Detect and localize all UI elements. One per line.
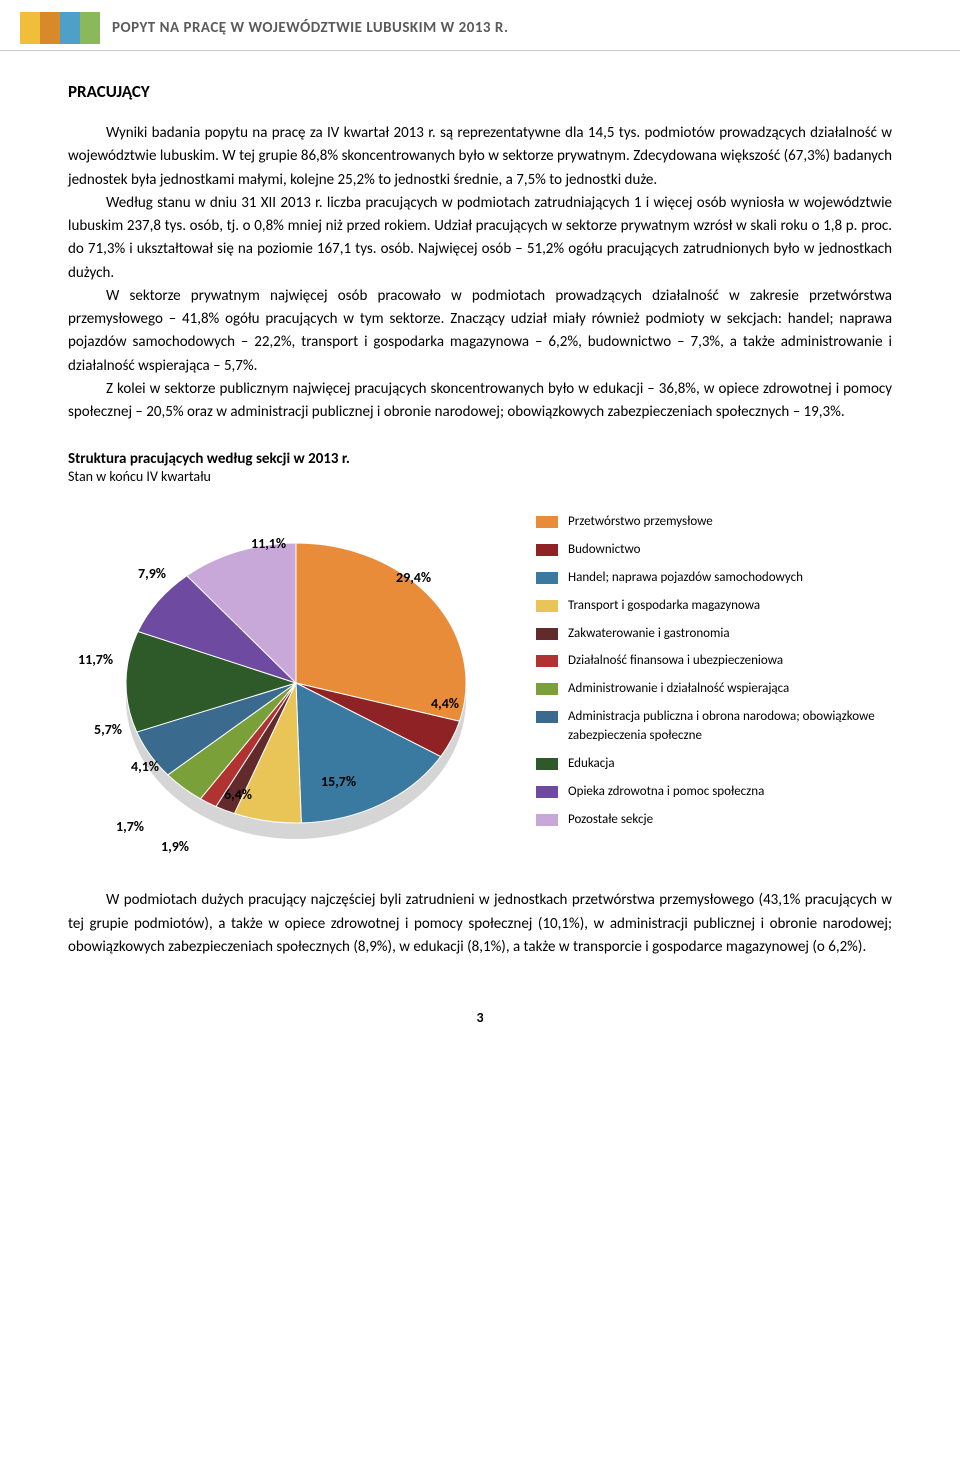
pie-slice-label: 11,7%: [78, 651, 113, 668]
paragraph: W podmiotach dużych pracujący najczęście…: [68, 889, 892, 959]
legend-swatch: [536, 758, 558, 770]
legend-swatch: [536, 683, 558, 695]
legend-swatch: [536, 711, 558, 723]
chart-legend: Przetwórstwo przemysłowe Budownictwo Hande…: [536, 503, 892, 838]
logo-stripe: [40, 12, 60, 44]
legend-swatch: [536, 814, 558, 826]
pie-slice-label: 4,1%: [131, 758, 159, 775]
legend-label: Transport i gospodarka magazynowa: [568, 597, 760, 616]
legend-swatch: [536, 786, 558, 798]
pie-chart: 29,4% 4,4% 15,7% 6,4% 1,9% 1,7% 4,1% 5,7% 11,7% 7…: [76, 503, 516, 863]
legend-item: Administrowanie i działalność wspierając…: [536, 680, 892, 699]
legend-item: Edukacja: [536, 755, 892, 774]
section-heading: PRACUJĄCY: [68, 81, 892, 102]
legend-item: Opieka zdrowotna i pomoc społeczna: [536, 783, 892, 802]
header-title: POPYT NA PRACĘ W WOJEWÓDZTWIE LUBUSKIM W…: [112, 19, 508, 37]
legend-swatch: [536, 544, 558, 556]
pie-slice-label: 4,4%: [431, 695, 459, 712]
legend-swatch: [536, 572, 558, 584]
legend-label: Budownictwo: [568, 541, 641, 560]
legend-item: Przetwórstwo przemysłowe: [536, 513, 892, 532]
paragraph: W sektorze prywatnym najwięcej osób prac…: [68, 285, 892, 378]
pie-slice-label: 15,7%: [321, 773, 356, 790]
header-logo: [20, 12, 100, 44]
pie-chart-block: 29,4% 4,4% 15,7% 6,4% 1,9% 1,7% 4,1% 5,7% 11,7% 7…: [68, 503, 892, 863]
legend-label: Administrowanie i działalność wspierając…: [568, 680, 789, 699]
legend-item: Pozostałe sekcje: [536, 811, 892, 830]
paragraph: Według stanu w dniu 31 XII 2013 r. liczb…: [68, 192, 892, 285]
legend-label: Działalność finansowa i ubezpieczeniowa: [568, 652, 783, 671]
pie-slice-label: 5,7%: [94, 721, 122, 738]
legend-item: Działalność finansowa i ubezpieczeniowa: [536, 652, 892, 671]
pie-slice-label: 29,4%: [396, 569, 431, 586]
legend-item: Zakwaterowanie i gastronomia: [536, 625, 892, 644]
logo-stripe: [20, 12, 40, 44]
legend-label: Administracja publiczna i obrona narodow…: [568, 708, 892, 746]
legend-swatch: [536, 628, 558, 640]
legend-label: Handel; naprawa pojazdów samochodowych: [568, 569, 803, 588]
paragraph: Wyniki badania popytu na pracę za IV kwa…: [68, 122, 892, 192]
page-number: 3: [0, 989, 960, 1052]
legend-item: Transport i gospodarka magazynowa: [536, 597, 892, 616]
legend-swatch: [536, 516, 558, 528]
legend-label: Opieka zdrowotna i pomoc społeczna: [568, 783, 764, 802]
legend-swatch: [536, 655, 558, 667]
legend-label: Edukacja: [568, 755, 615, 774]
legend-item: Handel; naprawa pojazdów samochodowych: [536, 569, 892, 588]
legend-item: Administracja publiczna i obrona narodow…: [536, 708, 892, 746]
paragraph: Z kolei w sektorze publicznym najwięcej …: [68, 378, 892, 425]
page-header: POPYT NA PRACĘ W WOJEWÓDZTWIE LUBUSKIM W…: [0, 0, 960, 51]
pie-slice-label: 1,9%: [161, 838, 189, 855]
logo-stripe: [60, 12, 80, 44]
legend-label: Zakwaterowanie i gastronomia: [568, 625, 730, 644]
pie-slice-label: 1,7%: [116, 818, 144, 835]
pie-slice-label: 11,1%: [251, 535, 286, 552]
logo-stripe: [80, 12, 100, 44]
legend-label: Pozostałe sekcje: [568, 811, 653, 830]
pie-svg: [76, 503, 516, 863]
page-content: PRACUJĄCY Wyniki badania popytu na pracę…: [0, 51, 960, 989]
pie-slice-label: 6,4%: [224, 786, 252, 803]
chart-subtitle: Stan w końcu IV kwartału: [68, 468, 892, 485]
legend-label: Przetwórstwo przemysłowe: [568, 513, 713, 532]
chart-title: Struktura pracujących według sekcji w 20…: [68, 450, 892, 468]
legend-swatch: [536, 600, 558, 612]
pie-slice-label: 7,9%: [138, 565, 166, 582]
legend-item: Budownictwo: [536, 541, 892, 560]
